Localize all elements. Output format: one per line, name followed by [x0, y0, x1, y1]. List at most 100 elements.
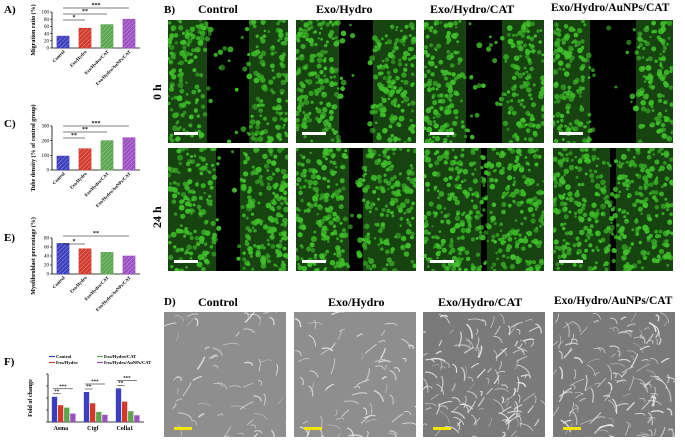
micrograph-0h	[168, 20, 288, 143]
cell-sheet-right	[616, 148, 673, 271]
bar	[101, 25, 113, 48]
cell	[630, 94, 636, 100]
cell	[340, 86, 345, 91]
b-col-exo-hydro: Exo/Hydro	[316, 2, 372, 17]
cell	[232, 188, 237, 193]
scale-bar	[430, 260, 454, 263]
sem-image	[164, 312, 286, 437]
y-tick-label: 80	[44, 18, 50, 23]
y-axis-label: Tube density (% of control group)	[30, 104, 37, 191]
cell	[486, 47, 491, 52]
sem-image	[423, 312, 545, 437]
cell	[473, 85, 478, 90]
cell	[466, 129, 470, 133]
y-tick-label: 20	[44, 40, 50, 45]
bar	[134, 415, 139, 422]
cell	[241, 126, 247, 132]
cell	[499, 103, 503, 107]
significance-label: **	[71, 133, 77, 139]
cell	[356, 182, 362, 188]
cell	[611, 248, 616, 253]
micrograph-image	[168, 148, 288, 271]
micrograph-image	[168, 20, 288, 143]
cell	[591, 68, 595, 72]
cell-sheet-left	[553, 148, 610, 271]
cell	[216, 218, 219, 221]
cell	[482, 208, 485, 211]
bar	[128, 411, 133, 422]
bar	[90, 403, 95, 422]
cell	[592, 73, 596, 77]
cell	[470, 114, 473, 117]
y-tick-label: 40	[44, 32, 50, 37]
bar	[64, 408, 69, 422]
significance-label: *	[73, 15, 76, 21]
cell	[235, 88, 239, 92]
micrograph-24h	[296, 148, 416, 271]
d-col-exo-hydro-aunps-cat: Exo/Hydro/AuNPs/CAT	[554, 295, 672, 307]
significance-label: **	[118, 382, 124, 387]
cell-sheet-right	[363, 148, 416, 271]
bar	[122, 402, 127, 422]
cell	[208, 99, 212, 103]
cell	[208, 27, 214, 33]
bar	[123, 19, 135, 48]
cell-sheet-right	[636, 20, 673, 143]
cell	[340, 77, 343, 80]
micrograph-image	[296, 20, 416, 143]
micrograph-24h	[168, 148, 288, 271]
d-col-exo-hydro-cat: Exo/Hydro/CAT	[438, 295, 522, 310]
cell	[236, 257, 240, 261]
significance-label: **	[93, 231, 99, 237]
cell	[612, 259, 616, 263]
significance-label: **	[82, 9, 88, 15]
cell	[341, 31, 347, 37]
cell	[350, 33, 355, 38]
scale-bar	[559, 260, 583, 263]
significance-label: **	[82, 127, 88, 133]
significance-label: **	[54, 390, 60, 395]
micrograph-image	[424, 20, 544, 143]
cell	[208, 32, 212, 36]
bar	[70, 414, 75, 422]
cell	[630, 101, 632, 103]
x-tick-label: Exo/Hydro	[69, 275, 88, 294]
cell	[481, 84, 486, 89]
x-tick-label: Colla1	[116, 426, 133, 432]
significance-label: ***	[123, 377, 131, 382]
cell	[492, 58, 497, 63]
cell	[470, 135, 475, 140]
micrograph-0h	[424, 20, 544, 143]
cell	[218, 50, 223, 55]
b-row-0h: 0 h	[150, 84, 165, 100]
y-tick-label: 80	[44, 237, 50, 242]
cell	[217, 156, 221, 160]
bar	[123, 256, 135, 274]
y-tick-label: 40	[44, 255, 50, 260]
cell-sheet-right	[502, 20, 544, 143]
significance-label: ***	[92, 3, 101, 9]
scale-bar	[433, 427, 451, 430]
sem-image-svg	[294, 312, 416, 437]
y-tick-label: 300	[42, 125, 50, 130]
b-col-exo-hydro-cat: Exo/Hydro/CAT	[430, 2, 514, 17]
cell	[349, 24, 352, 27]
cell	[476, 42, 482, 48]
b-row-24h: 24 h	[150, 206, 165, 228]
bar	[57, 36, 69, 48]
cell	[341, 80, 347, 86]
cell-sheet-left	[168, 148, 216, 271]
cell	[216, 162, 219, 165]
cell	[357, 253, 362, 258]
cell	[245, 27, 249, 31]
scale-bar	[559, 132, 583, 135]
scale-bar	[302, 260, 326, 263]
x-tick-label: Control	[51, 171, 66, 186]
cell-sheet-left	[296, 148, 349, 271]
bar	[102, 415, 107, 422]
cell	[242, 66, 247, 71]
d-col-exo-hydro: Exo/Hydro	[328, 295, 384, 310]
x-tick-label: Control	[51, 49, 66, 64]
